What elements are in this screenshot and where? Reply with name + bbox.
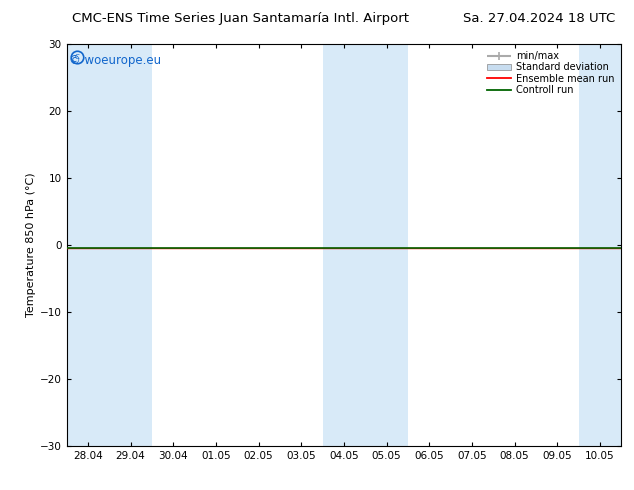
Bar <box>365 44 408 446</box>
Bar <box>323 44 365 446</box>
Text: C: C <box>74 54 79 60</box>
Bar <box>67 44 109 446</box>
Text: Sa. 27.04.2024 18 UTC: Sa. 27.04.2024 18 UTC <box>463 12 615 25</box>
Bar <box>579 44 621 446</box>
Legend: min/max, Standard deviation, Ensemble mean run, Controll run: min/max, Standard deviation, Ensemble me… <box>485 49 616 97</box>
Text: © woeurope.eu: © woeurope.eu <box>69 54 162 67</box>
Text: CMC-ENS Time Series Juan Santamaría Intl. Airport: CMC-ENS Time Series Juan Santamaría Intl… <box>72 12 410 25</box>
Y-axis label: Temperature 850 hPa (°C): Temperature 850 hPa (°C) <box>25 172 36 318</box>
Bar <box>109 44 152 446</box>
